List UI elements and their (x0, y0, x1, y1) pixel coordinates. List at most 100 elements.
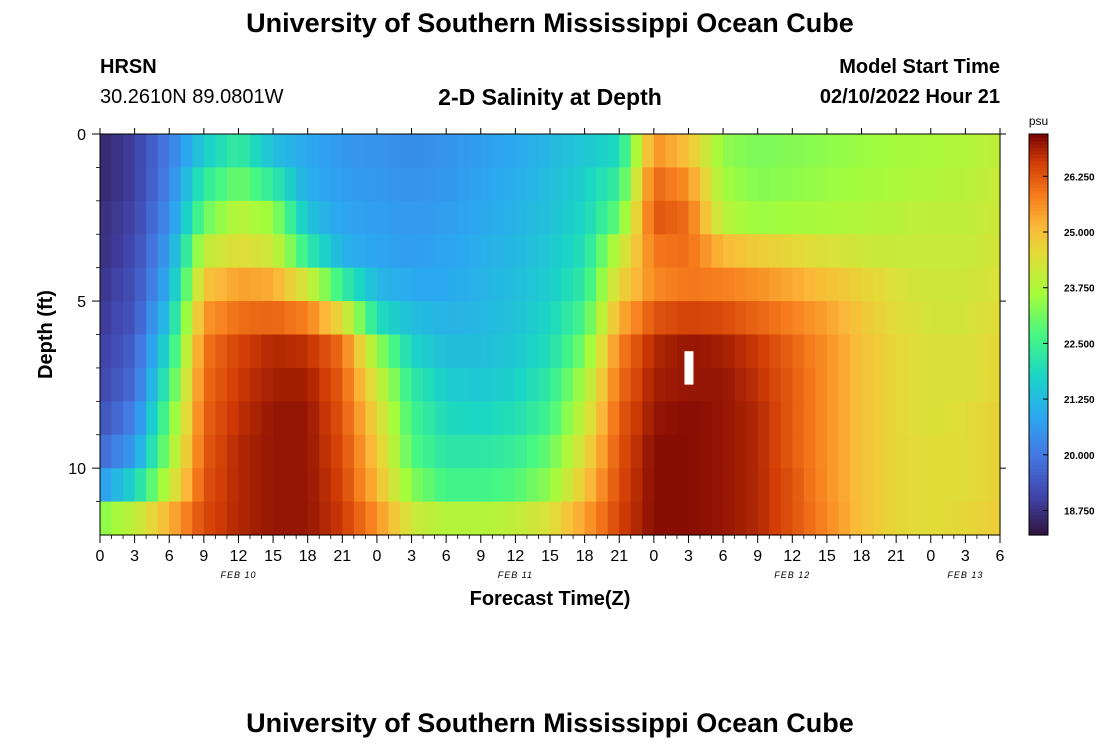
heatmap-cell (353, 401, 366, 436)
heatmap-cell (307, 367, 320, 402)
heatmap-cell (261, 200, 274, 235)
heatmap-cell (953, 234, 966, 269)
heatmap-cell (619, 367, 632, 402)
heatmap-cell (400, 234, 413, 269)
heatmap-cell (226, 401, 240, 436)
colorbar-segment (1029, 204, 1048, 209)
heatmap-cell (746, 434, 759, 469)
heatmap-cell (561, 501, 574, 536)
heatmap-cell (953, 134, 966, 169)
x-tick-label: 21 (610, 548, 628, 565)
heatmap-cell (376, 200, 390, 235)
heatmap-cell (561, 401, 574, 436)
heatmap-cell (676, 167, 690, 202)
heatmap-cell (434, 134, 447, 169)
heatmap-cell (769, 200, 782, 235)
heatmap-cell (215, 167, 228, 202)
heatmap-cell (261, 501, 274, 536)
colorbar-segment (1029, 387, 1048, 392)
heatmap-cell (850, 234, 863, 269)
heatmap-cell (492, 367, 505, 402)
heatmap-cell (273, 401, 286, 436)
date-label: FEB 12 (774, 570, 810, 580)
colorbar-segment (1029, 200, 1048, 205)
heatmap-cell (642, 167, 655, 202)
heatmap-cell (757, 200, 770, 235)
colorbar-segment (1029, 414, 1048, 419)
heatmap-cell (446, 367, 459, 402)
heatmap-cell (123, 134, 136, 169)
heatmap-cell (273, 434, 286, 469)
heatmap-cell (515, 501, 528, 536)
heatmap-cell (400, 267, 413, 302)
heatmap-cell (526, 267, 540, 302)
heatmap-cell (792, 501, 805, 536)
heatmap-cell (907, 434, 920, 469)
heatmap-cell (792, 401, 805, 436)
heatmap-cell (284, 134, 297, 169)
heatmap-cell (757, 334, 770, 369)
heatmap-cell (469, 301, 482, 336)
heatmap-cell (192, 468, 205, 503)
heatmap-cell (250, 468, 263, 503)
heatmap-cell (226, 234, 240, 269)
heatmap-cell (226, 134, 240, 169)
heatmap-cell (134, 167, 147, 202)
colorbar-segment (1029, 247, 1048, 252)
heatmap-cell (780, 134, 793, 169)
x-tick-label: 18 (853, 548, 871, 565)
heatmap-cell (734, 167, 747, 202)
colorbar-segment (1029, 297, 1048, 302)
heatmap-cell (180, 234, 193, 269)
heatmap-cell (769, 334, 782, 369)
heatmap-cell (953, 301, 966, 336)
heatmap-cell (896, 501, 909, 536)
heatmap-cell (100, 301, 113, 336)
colorbar-segment (1029, 140, 1048, 145)
heatmap-cell (330, 401, 343, 436)
heatmap-cell (861, 434, 874, 469)
heatmap-cell (850, 468, 863, 503)
x-tick-label: 12 (230, 548, 248, 565)
heatmap-cell (757, 267, 770, 302)
heatmap-cell (492, 401, 505, 436)
heatmap-cell (353, 200, 366, 235)
heatmap-cell (157, 167, 170, 202)
heatmap-cell (953, 334, 966, 369)
heatmap-cell (526, 334, 540, 369)
heatmap-cell (388, 401, 401, 436)
colorbar-segment (1029, 254, 1048, 259)
heatmap-cell (169, 434, 182, 469)
heatmap-cell (896, 200, 909, 235)
x-tick-label: 15 (818, 548, 836, 565)
heatmap-cell (319, 334, 332, 369)
heatmap-cell (492, 134, 505, 169)
heatmap-cell (457, 468, 470, 503)
heatmap-cell (976, 234, 990, 269)
heatmap-cell (457, 334, 470, 369)
heatmap-cell (896, 468, 909, 503)
heatmap-cell (688, 167, 701, 202)
colorbar-segment (1029, 384, 1048, 389)
heatmap-cell (307, 434, 320, 469)
heatmap-cell (400, 334, 413, 369)
heatmap-cell (411, 367, 424, 402)
heatmap-cell (619, 200, 632, 235)
heatmap-cell (342, 468, 355, 503)
heatmap-cell (284, 167, 297, 202)
heatmap-cell (180, 200, 193, 235)
heatmap-cell (803, 468, 816, 503)
colorbar-segment (1029, 494, 1048, 499)
heatmap-cell (388, 200, 401, 235)
heatmap-cell (503, 134, 516, 169)
heatmap-cell (411, 401, 424, 436)
heatmap-cell (757, 367, 770, 402)
heatmap-cell (642, 134, 655, 169)
heatmap-cell (446, 468, 459, 503)
heatmap-cell (123, 301, 136, 336)
heatmap-cell (965, 501, 978, 536)
heatmap-cell (503, 167, 516, 202)
heatmap-cell (284, 401, 297, 436)
heatmap-cell (538, 134, 551, 169)
heatmap-cell (653, 167, 666, 202)
